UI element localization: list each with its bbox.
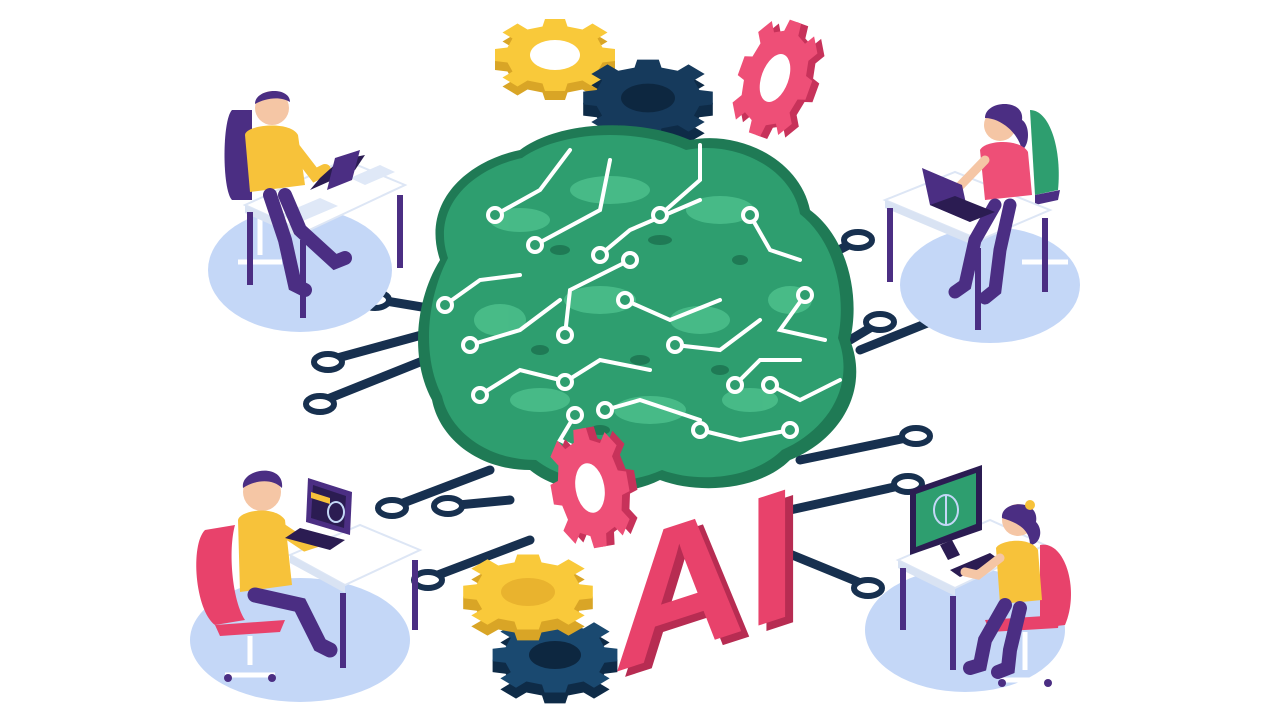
brain-circuit-traces <box>443 143 842 462</box>
wire-right-6 <box>775 545 873 591</box>
workstation-top-left <box>208 90 408 332</box>
gear-icon <box>495 19 615 100</box>
laptop-icon <box>310 150 365 190</box>
wire-left-6 <box>425 535 535 583</box>
brain-circuit-nodes <box>436 206 814 439</box>
workstation-bottom-right <box>865 465 1071 692</box>
gear-icon <box>541 420 647 554</box>
wire-left-4 <box>385 465 495 513</box>
workstation-top-right <box>882 104 1080 343</box>
gear-icon <box>583 59 713 148</box>
laptop-icon <box>285 478 352 550</box>
gear-icon <box>720 9 837 150</box>
brain-icon <box>418 125 857 493</box>
workstation-bottom-left <box>190 470 423 702</box>
gear-icon <box>492 617 618 704</box>
wire-right-4 <box>795 431 921 465</box>
laptop-icon <box>922 168 995 222</box>
wire-right-5 <box>785 479 913 515</box>
gear-icon <box>463 554 593 641</box>
